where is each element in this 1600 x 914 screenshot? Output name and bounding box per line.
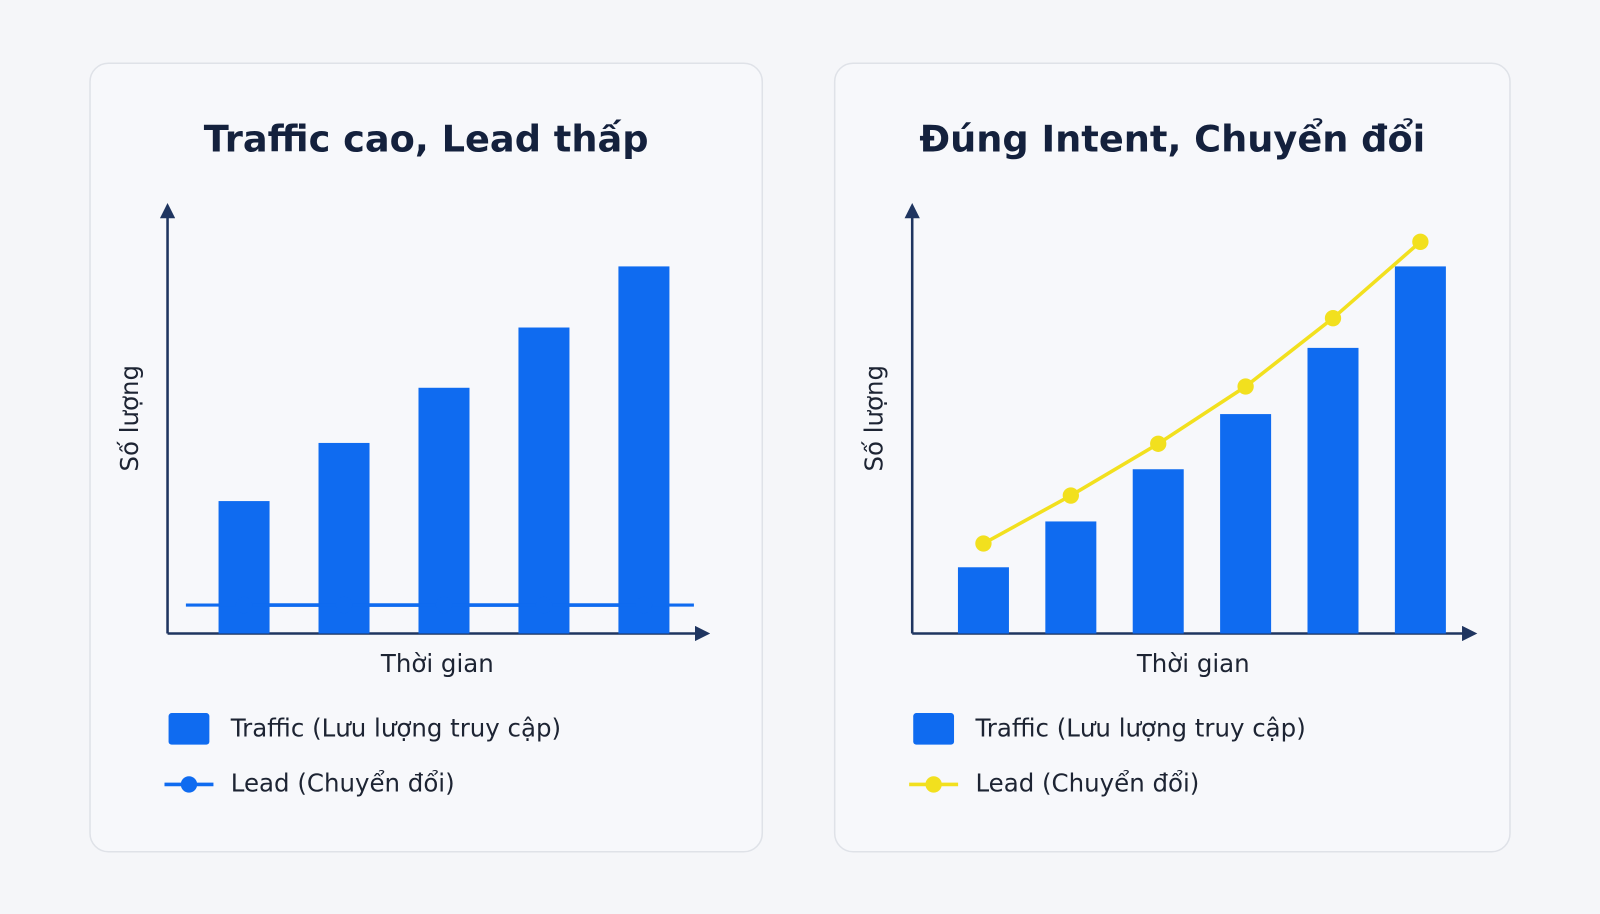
- legend-dot: [180, 776, 198, 793]
- bar: [518, 327, 570, 634]
- lead-point: [535, 596, 553, 614]
- bar: [1394, 266, 1446, 634]
- lead-point: [235, 596, 253, 614]
- bar: [1307, 347, 1359, 634]
- chart-title: Traffic cao, Lead thấp: [204, 117, 649, 160]
- x-axis-label: Thời gian: [1136, 649, 1250, 678]
- legend-swatch: [913, 713, 955, 745]
- y-axis-label: Số lượng: [115, 365, 144, 472]
- card: [833, 62, 1511, 853]
- legend-label: Traffic (Lưu lượng truy cập): [230, 713, 561, 742]
- bar: [618, 266, 670, 634]
- chart-panel: Traffic cao, Lead thấp Thời gian Số lượng T…: [89, 62, 764, 853]
- bar: [1132, 469, 1184, 634]
- legend-label: Lead (Chuyển đổi): [975, 768, 1199, 797]
- legend-label: Lead (Chuyển đổi): [231, 768, 455, 797]
- bar: [218, 501, 270, 634]
- x-axis-label: Thời gian: [380, 649, 494, 678]
- legend-swatch: [168, 713, 210, 745]
- lead-line: [982, 240, 1422, 546]
- legend-label: Traffic (Lưu lượng truy cập): [974, 713, 1305, 742]
- bar: [1045, 521, 1097, 634]
- chart-panel: Đúng Intent, Chuyển đổi Thời gian Số lượng…: [833, 62, 1511, 853]
- bar: [1220, 414, 1272, 634]
- lead-point: [975, 535, 992, 552]
- lead-point: [335, 596, 353, 614]
- y-axis-label: Số lượng: [859, 365, 888, 472]
- chart-title: Đúng Intent, Chuyển đổi: [919, 117, 1425, 160]
- legend-dot: [925, 776, 942, 793]
- bar: [957, 567, 1009, 634]
- bar: [418, 387, 470, 634]
- lead-point: [635, 596, 653, 614]
- lead-point: [1412, 233, 1429, 250]
- lead-point: [1324, 310, 1342, 327]
- lead-point: [1062, 487, 1079, 504]
- lead-point: [435, 596, 453, 614]
- lead-point: [1237, 378, 1254, 395]
- lead-point: [1150, 435, 1167, 452]
